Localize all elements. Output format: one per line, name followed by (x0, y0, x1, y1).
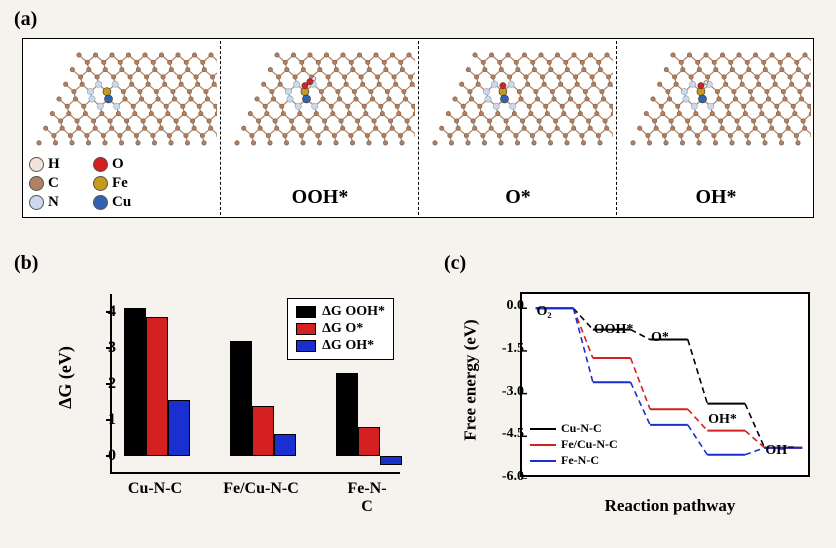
bar-cunc-2 (168, 400, 190, 456)
panel-c-plot: O₂ OOH* O* OH* OH⁻ Cu-N-CFe/Cu-N-CFe-N-C (520, 292, 810, 477)
bar-cunc-1 (146, 317, 168, 456)
panel-b-label: (b) (14, 252, 38, 275)
intermediate-label-3: OH* (617, 186, 815, 209)
legend-line (530, 428, 556, 430)
legend-text: Fe-N-C (561, 453, 599, 468)
legend-swatch (296, 340, 316, 352)
panel-a-cell-3: OH* (617, 39, 815, 217)
atom-legend: H O C Fe N Cu (29, 154, 151, 211)
panel-c-label: (c) (444, 252, 466, 275)
panel-a-divider-0 (220, 41, 221, 215)
bar-fecunc-0 (230, 341, 252, 456)
lattice-0 (27, 45, 217, 150)
panel-b-ytick-4: 4 (86, 303, 116, 321)
panel-c-step-label-3: OH* (708, 412, 737, 428)
bar-fenc-1 (358, 427, 380, 456)
panel-c-chart: Free energy (eV) O₂ OOH* O* OH* OH⁻ Cu-N-CFe/… (460, 282, 820, 522)
panel-b-axes: ΔG OOH*ΔG O*ΔG OH* (110, 294, 400, 474)
panel-c-step-label-2: O* (651, 330, 669, 346)
legend-dot-fe (93, 176, 108, 191)
panel-c-ytick: -4.5 (490, 426, 524, 442)
panel-a-cell-2: O* (419, 39, 617, 217)
panel-c-step-label-0: O₂ (537, 304, 552, 320)
panel-b-ytick-3: 3 (86, 339, 116, 357)
panel-b-category-1: Fe/Cu-N-C (223, 480, 299, 498)
legend-dot-c (29, 176, 44, 191)
lattice-1 (225, 45, 415, 150)
panel-b-ylabel-text: ΔG (eV) (55, 346, 76, 409)
bar-fecunc-2 (274, 434, 296, 456)
legend-line (530, 444, 556, 446)
panel-b-ylabel: ΔG (eV) (54, 282, 76, 472)
panel-b-ytick-0: 0 (86, 447, 116, 465)
bar-fecunc-1 (252, 406, 274, 456)
panel-b-chart: ΔG (eV) ΔG OOH*ΔG O*ΔG OH* 0 1 2 3 4 Cu-N-C Fe… (50, 282, 410, 522)
legend-label-c: C (48, 175, 59, 192)
legend-label-cu: Cu (112, 194, 131, 211)
legend-label-h: H (48, 156, 60, 173)
intermediate-label-1: OOH* (221, 186, 419, 209)
bar-fenc-0 (336, 373, 358, 456)
panel-b-ytick-1: 1 (86, 411, 116, 429)
panel-a-label: (a) (14, 8, 37, 31)
panel-a-cell-0: H O C Fe N Cu (23, 39, 221, 217)
panel-a-container: H O C Fe N Cu OOH*O*OH* (22, 38, 814, 218)
legend-text: Fe/Cu-N-C (561, 437, 618, 452)
panel-c-ylabel: Free energy (eV) (460, 282, 482, 477)
legend-dot-o (93, 157, 108, 172)
legend-label-o: O (112, 156, 124, 173)
legend-swatch (296, 306, 316, 318)
legend-dot-cu (93, 195, 108, 210)
panel-c-ylabel-text: Free energy (eV) (461, 319, 481, 440)
legend-dot-h (29, 157, 44, 172)
intermediate-label-2: O* (419, 186, 617, 209)
lattice-2 (423, 45, 613, 150)
legend-text: ΔG O* (322, 321, 363, 337)
lattice-3 (621, 45, 811, 150)
panel-a-divider-2 (616, 41, 617, 215)
panel-c-ytick: -1.5 (490, 341, 524, 357)
legend-label-n: N (48, 194, 59, 211)
panel-a-cell-1: OOH* (221, 39, 419, 217)
panel-c-step-label-1: OOH* (594, 322, 634, 338)
panel-c-step-label-4: OH⁻ (765, 442, 794, 459)
legend-text: Cu-N-C (561, 421, 602, 436)
panel-c-ytick: 0.0 (490, 298, 524, 314)
panel-b-ytick-2: 2 (86, 375, 116, 393)
panel-a-divider-1 (418, 41, 419, 215)
legend-text: ΔG OH* (322, 338, 374, 354)
legend-swatch (296, 323, 316, 335)
panel-c-ytick: -3.0 (490, 384, 524, 400)
legend-dot-n (29, 195, 44, 210)
panel-b-legend: ΔG OOH*ΔG O*ΔG OH* (287, 298, 394, 360)
legend-text: ΔG OOH* (322, 304, 385, 320)
panel-b-category-0: Cu-N-C (128, 480, 182, 498)
panel-b-category-2: Fe-N-C (346, 480, 389, 516)
legend-line (530, 460, 556, 462)
bar-cunc-0 (124, 308, 146, 456)
legend-label-fe: Fe (112, 175, 128, 192)
bar-fenc-2 (380, 456, 402, 465)
panel-c-ytick: -6.0 (490, 469, 524, 485)
panel-c-xlabel: Reaction pathway (520, 496, 820, 516)
panel-c-legend: Cu-N-CFe/Cu-N-CFe-N-C (530, 420, 618, 469)
